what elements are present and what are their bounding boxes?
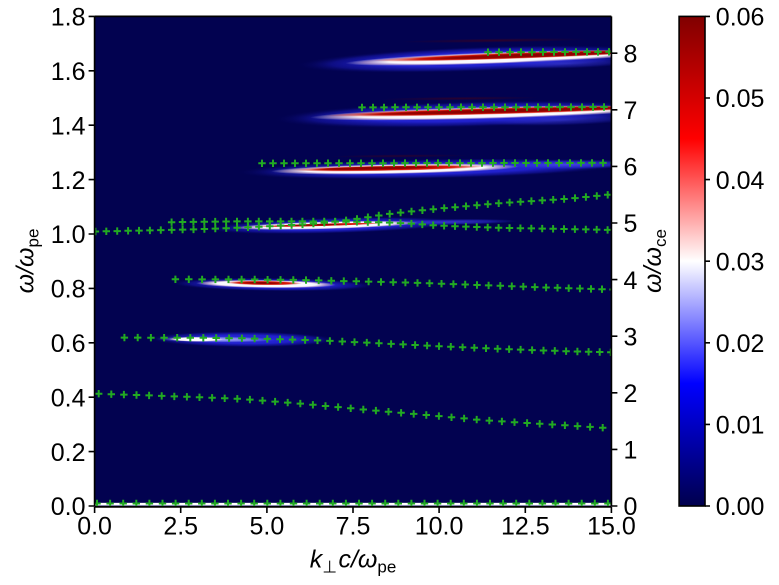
svg-text:0.8: 0.8 [51, 276, 86, 304]
svg-text:0.06: 0.06 [716, 4, 765, 32]
svg-text:0: 0 [624, 493, 638, 521]
svg-text:0.0: 0.0 [77, 512, 112, 540]
svg-text:7: 7 [624, 97, 638, 125]
svg-text:10.0: 10.0 [415, 512, 464, 540]
svg-text:0.01: 0.01 [716, 412, 765, 440]
svg-text:6: 6 [624, 154, 638, 182]
svg-text:0.4: 0.4 [51, 384, 86, 412]
svg-text:15.0: 15.0 [587, 512, 636, 540]
svg-text:0.05: 0.05 [716, 85, 765, 113]
svg-text:1.4: 1.4 [51, 112, 86, 140]
svg-text:0.03: 0.03 [716, 248, 765, 276]
svg-text:1.2: 1.2 [51, 167, 86, 195]
svg-text:7.5: 7.5 [336, 512, 371, 540]
svg-text:ω/ωce: ω/ωce [639, 229, 670, 293]
svg-text:2: 2 [624, 380, 638, 408]
svg-text:1.8: 1.8 [51, 4, 86, 32]
svg-text:0.6: 0.6 [51, 330, 86, 358]
svg-text:2.5: 2.5 [163, 512, 198, 540]
svg-text:1: 1 [624, 437, 638, 465]
svg-text:3: 3 [624, 323, 638, 351]
svg-text:4: 4 [624, 267, 638, 295]
svg-text:12.5: 12.5 [501, 512, 550, 540]
svg-text:0.00: 0.00 [716, 493, 765, 521]
svg-text:5.0: 5.0 [250, 512, 285, 540]
svg-text:1.0: 1.0 [51, 221, 86, 249]
svg-text:5: 5 [624, 210, 638, 238]
svg-text:0.04: 0.04 [716, 167, 765, 195]
svg-text:0.02: 0.02 [716, 330, 765, 358]
svg-text:8: 8 [624, 40, 638, 68]
svg-text:1.6: 1.6 [51, 58, 86, 86]
svg-text:0.0: 0.0 [51, 493, 86, 521]
svg-text:0.2: 0.2 [51, 439, 86, 467]
